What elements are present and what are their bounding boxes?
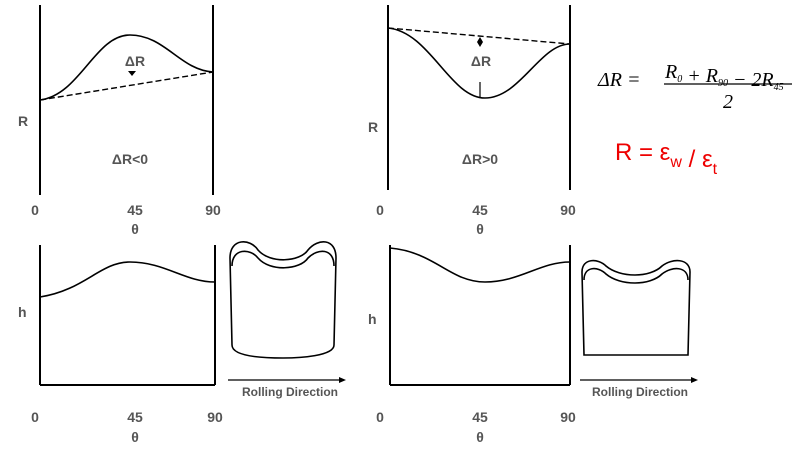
arrow xyxy=(128,71,136,76)
term: R xyxy=(664,61,677,83)
arrow-head xyxy=(339,377,346,383)
term: / ε xyxy=(682,146,713,173)
subscript: 0 xyxy=(677,74,682,85)
y-label: h xyxy=(18,304,27,320)
cup-rim xyxy=(231,250,335,269)
curve xyxy=(387,27,571,99)
condition: ΔR<0 xyxy=(112,151,148,167)
x-label: θ xyxy=(476,221,484,237)
curve xyxy=(39,34,214,101)
term: + R xyxy=(682,65,718,87)
subscript: t xyxy=(713,161,718,178)
panel: h 0 45 90 θ Rolling Direction xyxy=(18,241,346,445)
cup xyxy=(581,259,691,356)
x-label: θ xyxy=(476,429,484,445)
y-label: R xyxy=(18,113,28,129)
curve xyxy=(39,261,216,298)
delta-label: ΔR xyxy=(125,53,145,69)
x-tick: 45 xyxy=(472,202,488,218)
y-label: h xyxy=(368,311,377,327)
x-tick: 90 xyxy=(560,202,576,218)
x-tick: 0 xyxy=(31,409,39,425)
panel: R ΔR ΔR<0 0 45 90 θ xyxy=(18,5,221,237)
ratio: R = εw / εt xyxy=(615,139,718,178)
panel: R ΔR ΔR>0 0 45 90 θ xyxy=(368,5,576,237)
x-tick: 90 xyxy=(205,202,221,218)
delta-label: ΔR xyxy=(471,53,491,69)
x-tick: 90 xyxy=(207,409,223,425)
term: R = ε xyxy=(615,139,671,166)
x-tick: 45 xyxy=(127,409,143,425)
x-label: θ xyxy=(131,429,139,445)
arrow-head xyxy=(691,377,698,383)
cup xyxy=(229,241,337,359)
formula-denominator: 2 xyxy=(723,91,733,113)
formula-lhs: ΔR = xyxy=(597,69,640,91)
dashed-line xyxy=(39,71,214,101)
x-tick: 0 xyxy=(376,409,384,425)
x-tick: 0 xyxy=(376,202,384,218)
x-tick: 45 xyxy=(127,202,143,218)
dashed-line xyxy=(387,27,571,45)
formula-numerator: R0 + R90 − 2R45 xyxy=(664,61,784,93)
y-label: R xyxy=(368,119,378,135)
curve xyxy=(389,247,571,283)
direction-label: Rolling Direction xyxy=(592,385,688,399)
term: − 2R xyxy=(728,69,774,91)
arrow xyxy=(477,37,483,47)
subscript: 45 xyxy=(774,82,784,93)
direction-label: Rolling Direction xyxy=(242,385,338,399)
cup-rim xyxy=(583,267,689,284)
condition: ΔR>0 xyxy=(462,151,498,167)
subscript: w xyxy=(669,154,682,171)
x-tick: 90 xyxy=(560,409,576,425)
formula: ΔR = R0 + R90 − 2R45 2 R = εw / εt xyxy=(597,61,792,178)
x-label: θ xyxy=(131,221,139,237)
x-tick: 45 xyxy=(472,409,488,425)
x-tick: 0 xyxy=(31,202,39,218)
panel: h 0 45 90 θ Rolling Direction xyxy=(368,245,698,445)
